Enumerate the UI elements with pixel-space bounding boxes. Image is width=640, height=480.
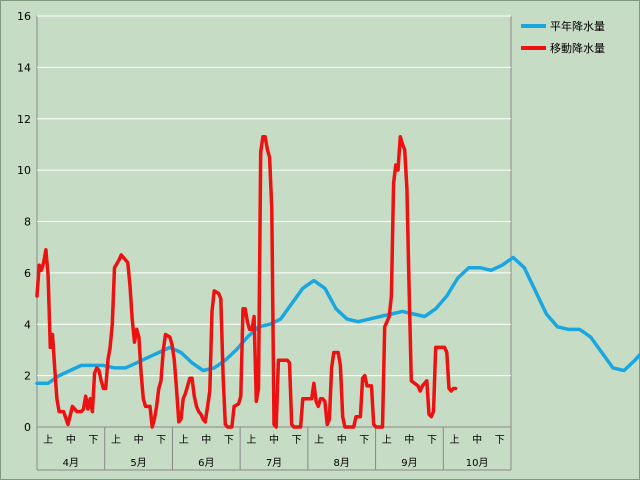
dekad-label: 中 xyxy=(134,433,144,446)
dekad-label: 上 xyxy=(450,434,460,446)
series-lines xyxy=(35,134,640,429)
month-label: 9月 xyxy=(401,457,417,469)
dekad-label: 下 xyxy=(292,435,302,446)
dekad-label: 下 xyxy=(156,435,166,446)
legend-label: 移動降水量 xyxy=(550,41,605,55)
dekad-label: 中 xyxy=(269,433,279,446)
dekad-label: 下 xyxy=(88,435,98,446)
dekad-label: 下 xyxy=(359,435,369,446)
dekad-label: 中 xyxy=(472,433,482,446)
dekad-label: 中 xyxy=(66,433,76,446)
dekad-label: 上 xyxy=(179,434,189,446)
dekad-label: 中 xyxy=(404,433,414,446)
y-tick-label: 4 xyxy=(24,318,31,331)
month-label: 8月 xyxy=(334,457,350,469)
month-label: 4月 xyxy=(63,457,79,469)
series-line xyxy=(35,134,458,429)
month-label: 6月 xyxy=(198,457,214,469)
y-tick-label: 8 xyxy=(24,216,31,229)
month-label: 7月 xyxy=(266,457,282,469)
dekad-label: 下 xyxy=(495,435,505,446)
y-tick-label: 14 xyxy=(17,61,31,74)
dekad-label: 下 xyxy=(427,435,437,446)
series-line xyxy=(35,255,640,386)
dekad-label: 上 xyxy=(314,434,324,446)
dekad-label: 上 xyxy=(43,434,53,446)
dekad-label: 中 xyxy=(337,433,347,446)
y-tick-label: 6 xyxy=(24,267,31,280)
dekad-label: 上 xyxy=(246,434,256,446)
y-tick-label: 12 xyxy=(17,113,31,126)
y-axis: 0 2 4 6 8 10 12 14 16 xyxy=(17,10,31,434)
y-tick-label: 0 xyxy=(24,421,31,434)
legend-label: 平年降水量 xyxy=(550,19,605,33)
dekad-label: 下 xyxy=(224,435,234,446)
y-tick-label: 2 xyxy=(24,370,31,383)
dekad-label: 中 xyxy=(201,433,211,446)
x-axis: 上中下4月上中下5月上中下6月上中下7月上中下8月上中下9月上中下10月 xyxy=(36,427,512,471)
y-tick-label: 10 xyxy=(17,164,31,177)
dekad-label: 上 xyxy=(382,434,392,446)
y-tick-label: 16 xyxy=(17,10,31,23)
month-label: 10月 xyxy=(466,457,489,469)
dekad-label: 上 xyxy=(111,434,121,446)
month-label: 5月 xyxy=(130,457,146,469)
